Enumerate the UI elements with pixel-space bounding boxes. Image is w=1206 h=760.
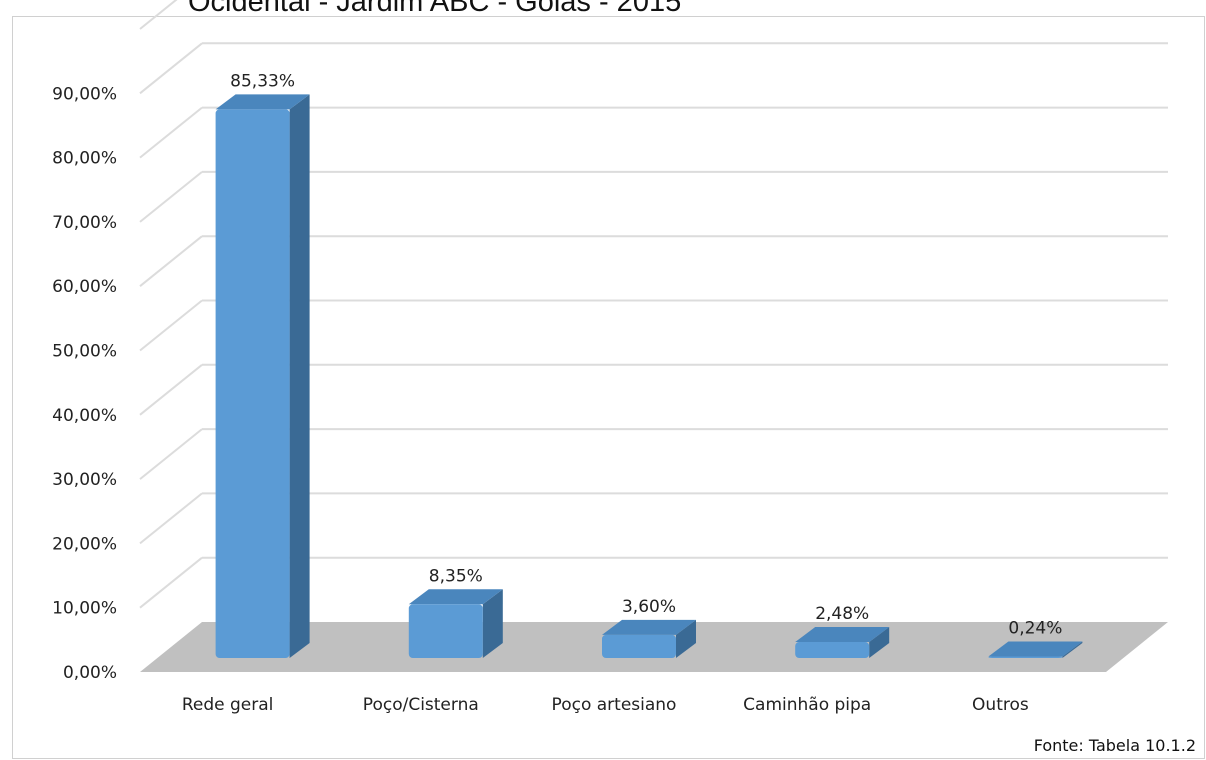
y-tick-label: 70,00% — [52, 213, 117, 233]
bar-top — [602, 619, 696, 635]
bar-front — [795, 642, 870, 658]
y-tick-label: 40,00% — [52, 406, 117, 426]
bar-top — [215, 94, 310, 110]
gridlines — [139, 0, 1168, 609]
data-label: 0,24% — [1008, 618, 1062, 638]
bar-front — [215, 109, 290, 658]
gridline — [139, 428, 203, 480]
y-tick-label: 30,00% — [52, 470, 117, 490]
x-axis: Rede geral Poço/Cisterna Poço artesiano Cam… — [182, 695, 1029, 715]
y-tick-label: 80,00% — [52, 149, 117, 169]
gridline — [139, 492, 203, 545]
y-tick-label: 50,00% — [52, 342, 117, 362]
gridline — [139, 42, 203, 95]
bar — [602, 619, 696, 658]
x-tick-label: Poço/Cisterna — [363, 695, 479, 715]
data-label: 8,35% — [429, 566, 483, 586]
gridline — [139, 556, 203, 609]
bar — [988, 641, 1083, 658]
y-tick-label: 10,00% — [52, 599, 117, 619]
bar-side — [869, 627, 890, 658]
bar-top — [795, 627, 890, 643]
gridline — [139, 235, 203, 287]
bar — [795, 627, 890, 658]
bar — [215, 94, 310, 658]
source-note: Fonte: Tabela 10.1.2 — [1034, 736, 1196, 755]
y-tick-label: 0,00% — [63, 663, 117, 683]
chart-title: Ocidental - Jardim ABC - Goiás - 2015 — [188, 0, 681, 18]
bar-top — [408, 589, 503, 605]
data-label: 3,60% — [622, 597, 676, 617]
gridline — [139, 171, 203, 223]
y-axis: 0,00% 10,00% 20,00% 30,00% 40,00% 50,00% 60,00… — [52, 84, 117, 683]
bar-side — [289, 94, 310, 658]
y-tick-label: 90,00% — [52, 84, 117, 104]
bar-front — [408, 604, 483, 658]
x-tick-label: Rede geral — [182, 695, 274, 715]
x-tick-label: Outros — [972, 695, 1029, 715]
bar-side — [1062, 641, 1083, 658]
x-tick-label: Caminhão pipa — [743, 695, 871, 715]
data-label: 2,48% — [815, 604, 869, 624]
gridline — [139, 299, 203, 352]
bar-front — [602, 634, 676, 658]
bar — [408, 589, 503, 658]
gridline — [139, 364, 203, 416]
data-label: 85,33% — [230, 71, 295, 91]
bar-top — [988, 641, 1083, 657]
y-tick-label: 20,00% — [52, 534, 117, 554]
bar-side — [482, 589, 503, 658]
bar-side — [676, 619, 696, 658]
bars: 85,33% 8,35% 3,60% 2,48% 0,24% — [215, 71, 1083, 658]
x-tick-label: Poço artesiano — [552, 695, 677, 715]
gridline — [139, 0, 178, 30]
y-tick-label: 60,00% — [52, 277, 117, 297]
gridline — [139, 106, 203, 159]
chart-border — [12, 16, 1205, 759]
bar-front — [988, 656, 1063, 658]
